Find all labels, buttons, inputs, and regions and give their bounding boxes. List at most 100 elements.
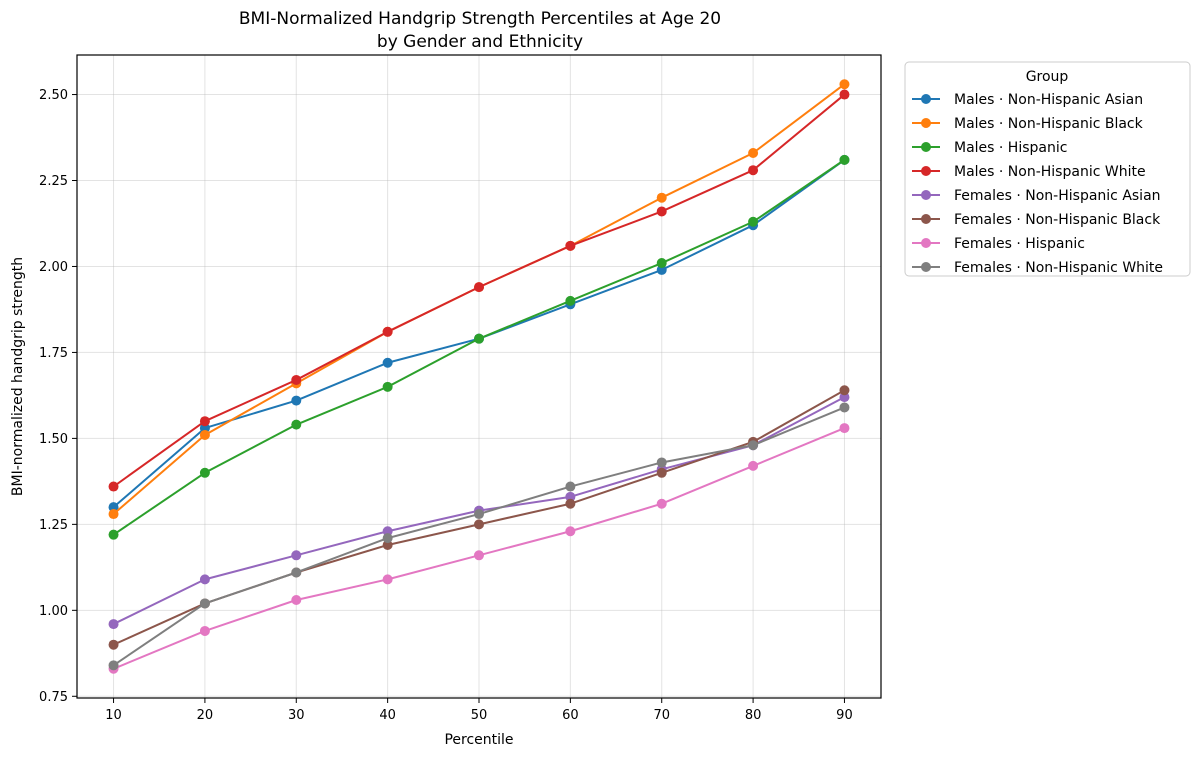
legend-marker	[921, 214, 931, 224]
legend-marker	[921, 142, 931, 152]
y-tick-label: 1.25	[39, 518, 68, 533]
legend-label: Females · Hispanic	[954, 236, 1085, 252]
data-point	[656, 457, 667, 468]
data-point	[382, 533, 393, 544]
grid	[77, 55, 881, 698]
data-point	[108, 481, 119, 492]
data-point	[199, 625, 210, 636]
data-point	[108, 660, 119, 671]
data-point	[474, 550, 484, 561]
legend-item: Females · Non-Hispanic Black	[912, 212, 1161, 228]
data-point	[839, 402, 850, 413]
data-point	[199, 598, 210, 609]
legend-title: Group	[1026, 69, 1069, 85]
legend-marker	[921, 190, 931, 200]
data-point	[382, 526, 393, 537]
data-point	[474, 509, 484, 520]
legend-item: Males · Non-Hispanic Asian	[912, 92, 1143, 108]
data-point	[748, 165, 759, 176]
x-tick-label: 30	[288, 708, 305, 723]
data-point	[748, 440, 759, 451]
legend-label: Males · Hispanic	[954, 140, 1067, 156]
legend-marker	[921, 118, 931, 128]
legend-label: Males · Non-Hispanic Asian	[954, 92, 1143, 108]
data-point	[839, 154, 850, 165]
data-point	[656, 498, 667, 509]
legend-label: Males · Non-Hispanic Black	[954, 116, 1144, 132]
x-axis-label: Percentile	[444, 732, 513, 748]
legend-label: Males · Non-Hispanic White	[954, 164, 1146, 180]
data-point	[839, 423, 850, 434]
data-point	[291, 595, 302, 606]
x-tick-label: 80	[745, 708, 762, 723]
legend-frame	[904, 61, 1191, 277]
x-tick-label: 40	[379, 708, 396, 723]
data-point	[108, 639, 119, 650]
data-point	[748, 460, 759, 471]
data-point	[382, 357, 393, 368]
data-point	[839, 392, 850, 403]
legend-item: Males · Non-Hispanic Black	[912, 116, 1144, 132]
data-point	[108, 529, 119, 540]
data-point	[382, 539, 393, 550]
data-point	[748, 147, 759, 158]
legend-items: Males · Non-Hispanic Asian Males · Non-Hi…	[912, 92, 1163, 276]
legend-item: Males · Non-Hispanic White	[912, 164, 1146, 180]
data-point	[565, 481, 576, 492]
series-3	[108, 154, 850, 540]
legend-label: Females · Non-Hispanic Black	[954, 212, 1161, 228]
x-tick-label: 10	[105, 708, 122, 723]
x-tick-label: 60	[562, 708, 579, 723]
data-point	[108, 619, 119, 630]
x-tick-label: 20	[197, 708, 214, 723]
y-tick-label: 1.00	[39, 604, 68, 619]
chart-title-line1: BMI-Normalized Handgrip Strength Percent…	[239, 9, 721, 29]
data-point	[108, 502, 119, 513]
legend-marker	[921, 166, 931, 176]
legend-marker	[921, 94, 931, 104]
y-tick-label: 1.50	[39, 432, 68, 447]
y-tick-label: 2.25	[39, 174, 68, 189]
data-point	[656, 206, 667, 217]
data-point	[199, 574, 210, 585]
data-point	[199, 467, 210, 478]
data-point	[382, 574, 393, 585]
data-point	[565, 526, 576, 537]
legend-marker	[921, 238, 931, 248]
data-point	[291, 374, 302, 385]
x-tick-label: 50	[471, 708, 488, 723]
series-8	[108, 402, 850, 671]
y-tick-label: 2.50	[39, 88, 68, 103]
data-point	[748, 216, 759, 227]
data-point	[474, 333, 484, 344]
data-point	[382, 381, 393, 392]
series-7	[108, 423, 850, 674]
y-tick-label: 0.75	[39, 690, 68, 705]
y-tick-label: 2.00	[39, 260, 68, 275]
legend-item: Females · Hispanic	[912, 236, 1085, 252]
y-axis-ticks: 0.75 1.00 1.25 1.50 1.75 2.00 2.25 2.50	[39, 88, 77, 705]
data-point	[656, 467, 667, 478]
data-point	[291, 567, 302, 578]
x-tick-label: 70	[653, 708, 670, 723]
legend-item: Females · Non-Hispanic White	[912, 260, 1163, 276]
data-point	[565, 295, 576, 306]
data-point	[291, 550, 302, 561]
x-tick-label: 90	[836, 708, 853, 723]
data-point	[382, 326, 393, 337]
data-point	[291, 419, 302, 430]
y-axis-label: BMI-normalized handgrip strength	[10, 257, 26, 496]
data-point	[839, 89, 850, 100]
series-layer	[108, 79, 850, 674]
legend-label: Females · Non-Hispanic Asian	[954, 188, 1161, 204]
data-point	[108, 509, 119, 520]
data-point	[656, 192, 667, 203]
data-point	[565, 240, 576, 251]
data-point	[474, 282, 484, 293]
data-point	[656, 264, 667, 275]
chart-title-line2: by Gender and Ethnicity	[377, 32, 583, 52]
data-point	[839, 385, 850, 396]
legend-item: Males · Hispanic	[912, 140, 1067, 156]
